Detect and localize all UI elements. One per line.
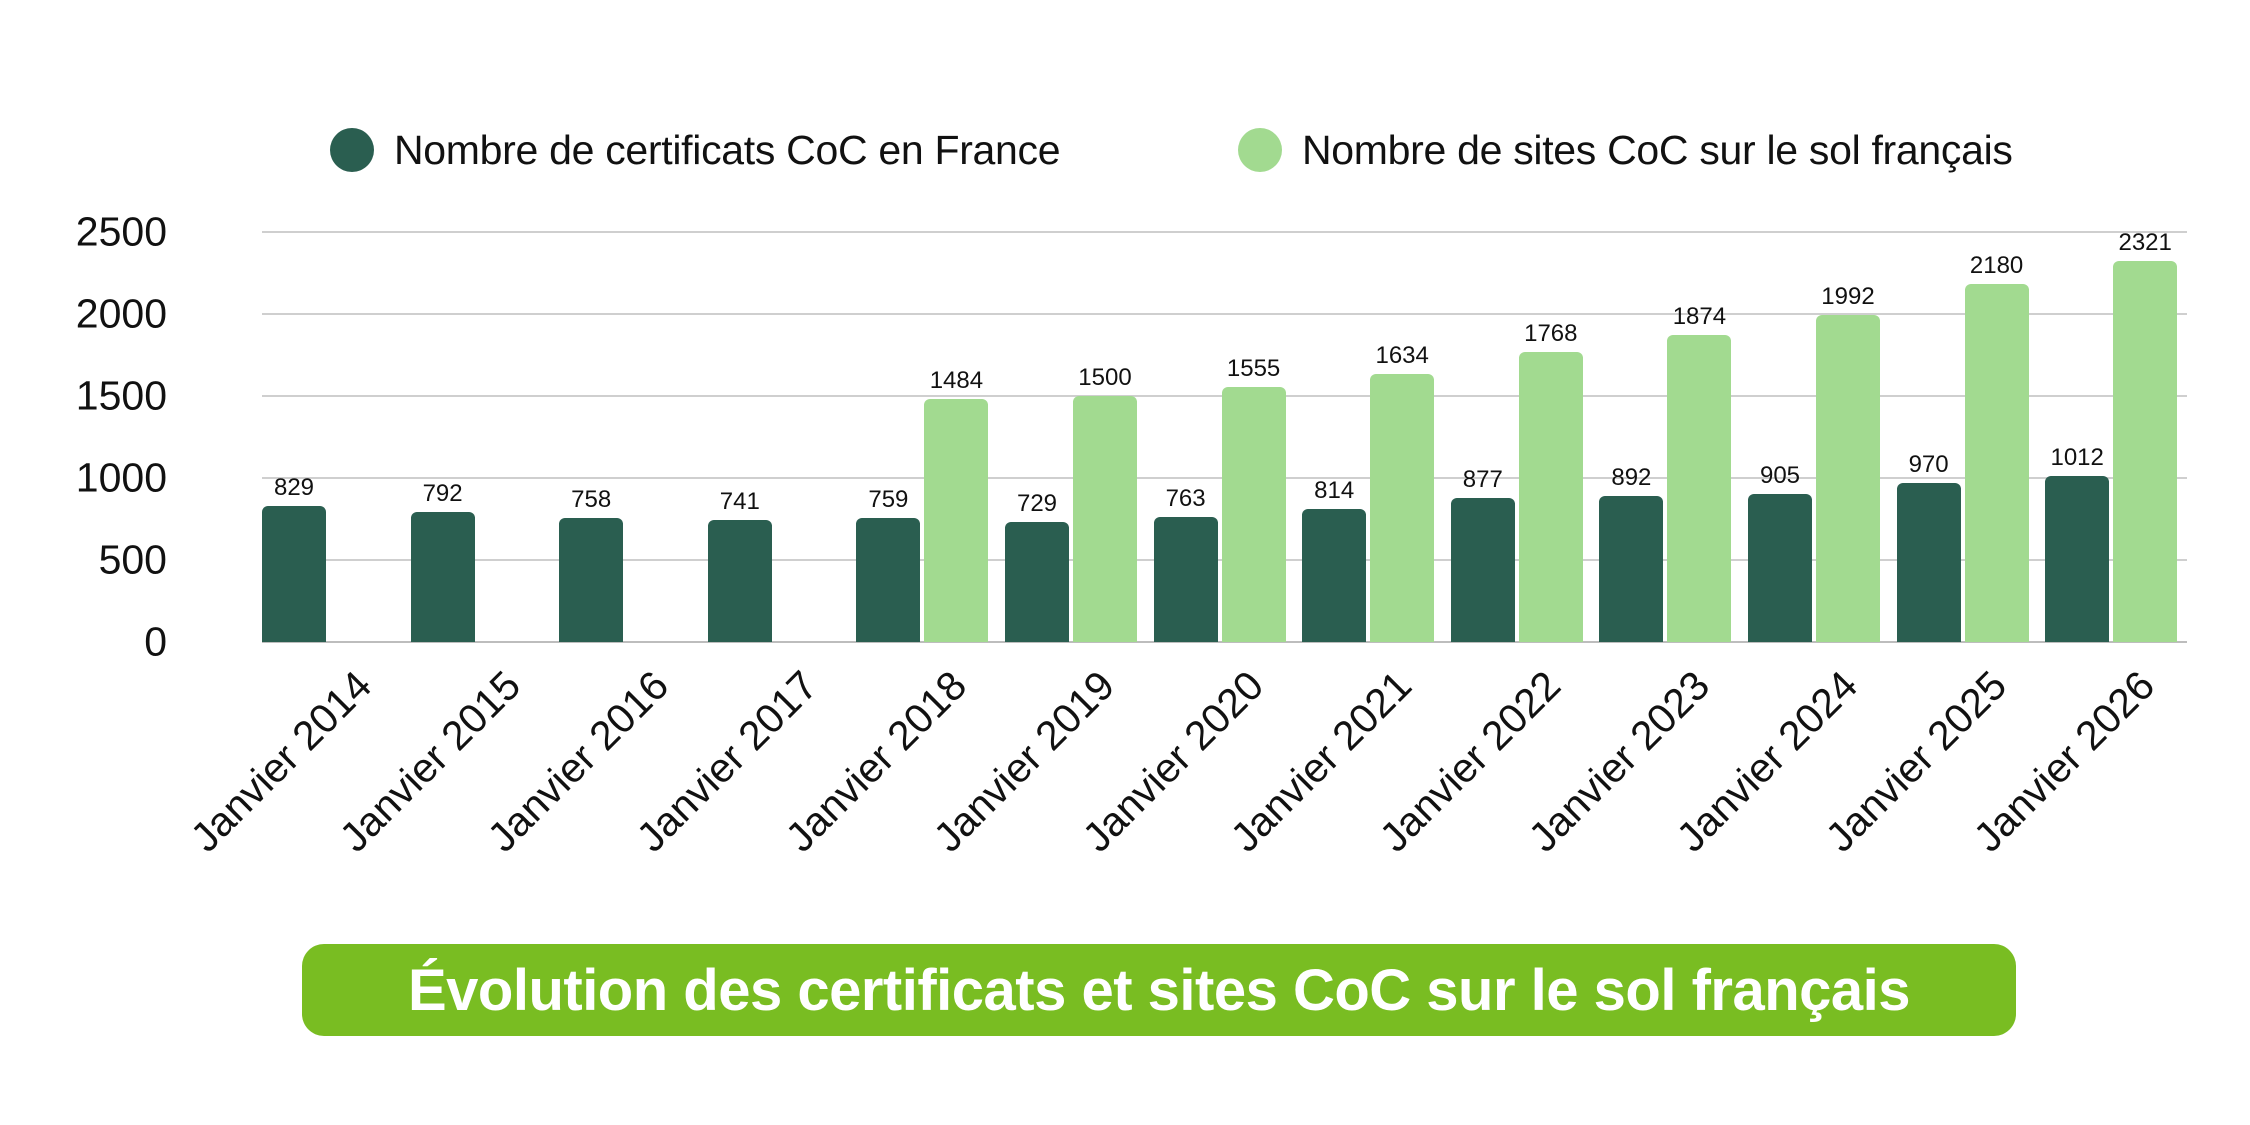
- bar-value-label: 1500: [1078, 364, 1132, 391]
- bar-value-label: 1992: [1821, 283, 1875, 311]
- chart-legend: Nombre de certificats CoC en France Nomb…: [0, 118, 2250, 182]
- bar-sites: [1667, 334, 1732, 642]
- bar-certificats: [1153, 516, 1218, 642]
- bar-certificats: [1896, 482, 1961, 642]
- bar-certificats: [1450, 498, 1515, 642]
- bar-certificats: [1302, 508, 1367, 642]
- bar-value-label: 2321: [2118, 229, 2172, 257]
- bar-value-label: 1874: [1672, 302, 1727, 330]
- title-banner: Évolution des certificats et sites CoC s…: [302, 944, 2016, 1036]
- y-tick-label: 1500: [75, 372, 167, 419]
- legend-item-certificats: Nombre de certificats CoC en France: [330, 118, 1061, 182]
- bar-sites: [1221, 386, 1286, 642]
- bar-sites: [1370, 374, 1435, 642]
- bar-value-label: 729: [1016, 490, 1058, 518]
- bar-value-label: 792: [422, 480, 463, 508]
- bar-value-label: 741: [719, 488, 760, 516]
- bar-value-label: 2180: [1969, 252, 2024, 280]
- legend-item-sites: Nombre de sites CoC sur le sol français: [1238, 118, 2013, 182]
- bar-value-label: 759: [868, 485, 909, 513]
- bar-value-label: 1634: [1375, 342, 1429, 370]
- chart-title: Évolution des certificats et sites CoC s…: [407, 957, 1911, 1023]
- bar-sites: [1518, 352, 1583, 642]
- y-tick-label: 1000: [75, 454, 167, 501]
- legend-dot-light-icon: [1238, 128, 1282, 172]
- bar-value-label: 1555: [1226, 354, 1281, 382]
- bar-certificats: [1599, 495, 1664, 642]
- bar-certificats: [707, 520, 772, 642]
- bar-certificats: [1005, 522, 1069, 642]
- y-tick-label: 500: [98, 536, 167, 583]
- y-tick-label: 2500: [75, 208, 167, 255]
- x-axis-line: [262, 641, 2187, 643]
- legend-dot-dark-icon: [330, 128, 374, 172]
- bar-sites: [2113, 261, 2178, 642]
- legend-label: Nombre de sites CoC sur le sol français: [1302, 126, 2013, 173]
- y-tick-label: 2000: [75, 290, 167, 337]
- gridline: [262, 313, 2187, 315]
- gridline: [262, 231, 2187, 233]
- bar-value-label: 1768: [1524, 320, 1578, 348]
- bar-sites: [1964, 284, 2029, 642]
- bar-certificats: [856, 517, 921, 642]
- bar-certificats: [559, 517, 624, 642]
- bar-value-label: 905: [1759, 461, 1801, 489]
- bar-certificats: [2045, 476, 2110, 642]
- bar-certificats: [410, 512, 475, 642]
- bar-certificats: [262, 506, 326, 642]
- legend-label: Nombre de certificats CoC en France: [394, 126, 1061, 173]
- bar-value-label: 1012: [2050, 444, 2104, 472]
- bar-value-label: 758: [571, 485, 612, 513]
- bar-value-label: 829: [273, 474, 315, 502]
- bar-value-label: 877: [1462, 466, 1503, 494]
- bar-value-label: 892: [1611, 463, 1652, 491]
- bar-value-label: 970: [1908, 450, 1949, 478]
- bar-value-label: 763: [1165, 484, 1206, 512]
- bar-value-label: 814: [1314, 476, 1355, 504]
- bar-sites: [1816, 315, 1880, 642]
- bar-sites: [924, 398, 989, 642]
- bar-certificats: [1748, 493, 1812, 642]
- plot-area: 0 500 1000 1500 2000 2500 829 792 758 741 759 1484 7…: [76, 211, 2187, 662]
- bar-value-label: 1484: [929, 366, 984, 394]
- y-tick-label: 0: [144, 618, 167, 665]
- bar-sites: [1073, 396, 1137, 642]
